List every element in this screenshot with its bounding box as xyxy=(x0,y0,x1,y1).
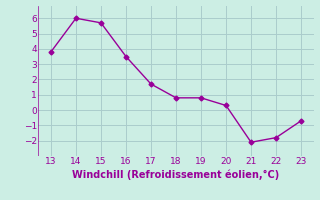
X-axis label: Windchill (Refroidissement éolien,°C): Windchill (Refroidissement éolien,°C) xyxy=(72,169,280,180)
